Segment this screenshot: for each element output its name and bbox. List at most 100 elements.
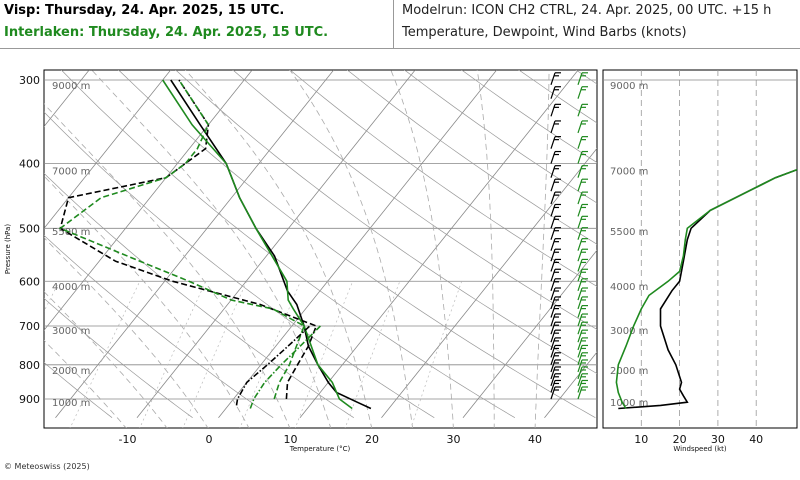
visp-wind-barb	[550, 268, 561, 282]
wind-barb-stroke	[577, 104, 583, 117]
wind-barb-stroke	[577, 313, 583, 327]
windspeed-series	[615, 168, 797, 410]
interlaken-wind-barb	[577, 379, 588, 393]
interlaken-wind-barb	[577, 305, 588, 318]
height-label-1000: 1000 m	[52, 398, 90, 409]
windspeed-axis-label: Windspeed (kt)	[673, 445, 726, 453]
model-run-info: Modelrun: ICON CH2 CTRL, 24. Apr. 2025, …	[402, 3, 772, 18]
wind-barb-stroke	[550, 345, 556, 358]
wind-barb-stroke	[577, 305, 583, 318]
interlaken-wind-barb	[577, 329, 588, 343]
visp-wind-barb	[550, 248, 561, 262]
pressure-tick: 400	[19, 158, 40, 171]
dry-adiabat-line	[44, 362, 113, 418]
wind-barb-stroke	[550, 136, 556, 149]
interlaken-wind-barb	[577, 120, 588, 134]
dry-adiabat-line	[118, 70, 596, 419]
visp-wind-barb	[550, 373, 561, 386]
visp-wind-barb	[550, 178, 561, 192]
visp-wind-barb	[550, 86, 561, 99]
windspeed-tick: 40	[749, 433, 763, 446]
visp-wind-barb	[550, 191, 561, 205]
chart-content-info: Temperature, Dewpoint, Wind Barbs (knots…	[402, 25, 687, 40]
moist-adiabat-line	[91, 70, 332, 428]
visp-wind-barb	[550, 238, 561, 251]
isotherm-line	[462, 249, 597, 418]
interlaken-wind-barb	[577, 296, 588, 310]
interlaken-wind-barb	[577, 366, 588, 380]
wind-barb-stroke	[577, 386, 583, 400]
interlaken-temperature-line	[162, 79, 353, 410]
wind-barb-stroke	[550, 329, 556, 343]
isotherm-line	[136, 70, 416, 418]
wind-barb-stroke	[577, 204, 583, 217]
wind-barb-stroke	[550, 151, 556, 164]
visp-wind-barb	[550, 215, 561, 229]
interlaken-wind-barb	[577, 313, 588, 327]
wind-barb-stroke	[577, 352, 583, 365]
wind-barb-stroke	[550, 337, 556, 351]
moist-adiabat-line	[44, 237, 209, 428]
wind-barb-stroke	[550, 120, 556, 134]
wind-barb-stroke	[550, 322, 556, 335]
skew-t-gridlines	[44, 70, 597, 428]
wind-barb-stroke	[577, 269, 583, 282]
isotherm-line	[381, 147, 597, 418]
wind-barb-stroke	[577, 216, 583, 229]
wind-barb-stroke	[550, 373, 556, 386]
interlaken-wind-barb	[577, 238, 588, 251]
temperature-tick: 0	[206, 433, 213, 446]
interlaken-wind-barb	[577, 150, 588, 164]
interlaken-wind-barb	[577, 287, 588, 301]
windspeed-height-labels: 9000 m 7000 m 5500 m 4000 m 3000 m 2000 …	[610, 81, 648, 409]
wind-barb-stroke	[577, 329, 583, 343]
temperature-axis-label: Temperature (°C)	[289, 445, 351, 453]
visp-wind-barb	[550, 258, 561, 272]
wind-barb-stroke	[550, 238, 556, 251]
visp-wind-barb	[550, 337, 561, 351]
pressure-tick: 700	[19, 320, 40, 333]
interlaken-wind-barb	[577, 215, 588, 229]
visp-wind-barb	[550, 359, 561, 373]
wind-barb-stroke	[550, 359, 556, 373]
wind-height-label-7000: 7000 m	[610, 167, 648, 178]
interlaken-wind-barb	[577, 165, 588, 178]
pressure-axis-label: Pressure (hPa)	[4, 224, 12, 274]
moist-adiabat-line	[44, 175, 250, 428]
wind-barb-stroke	[577, 373, 583, 386]
mixing-ratio-line	[344, 281, 401, 428]
visp-wind-barb	[550, 278, 561, 291]
wind-height-label-9000: 9000 m	[610, 81, 648, 92]
moist-adiabat-line	[184, 70, 373, 428]
wind-barbs	[550, 72, 588, 400]
wind-barb-stroke	[550, 313, 556, 327]
interlaken-windspeed-line	[615, 168, 797, 409]
wind-barb-stroke	[550, 259, 556, 272]
wind-barb-stroke	[550, 204, 556, 217]
dry-adiabat-line	[403, 70, 597, 204]
wind-barb-stroke	[577, 151, 583, 164]
wind-barb-stroke	[577, 337, 583, 351]
dry-adiabat-line	[175, 70, 597, 374]
interlaken-wind-barb	[577, 86, 588, 99]
wind-barb-stroke	[550, 216, 556, 229]
visp-wind-barb	[550, 321, 561, 335]
wind-barb-stroke	[550, 249, 556, 262]
wind-barb-stroke	[577, 249, 583, 262]
height-label-7000: 7000 m	[52, 167, 90, 178]
copyright-notice: © Meteoswiss (2025)	[4, 462, 90, 471]
mixing-ratio-line	[410, 281, 463, 428]
interlaken-wind-barb	[577, 386, 588, 400]
visp-wind-barb	[550, 313, 561, 327]
wind-height-label-3000: 3000 m	[610, 326, 648, 337]
station-title: Visp: Thursday, 24. Apr. 2025, 15 UTC.	[4, 3, 285, 18]
wind-barb-stroke	[577, 165, 583, 178]
dry-adiabat-line	[44, 111, 435, 418]
visp-dewpoint-line	[59, 79, 318, 400]
wind-barb-stroke	[577, 120, 583, 134]
interlaken-wind-barb	[577, 337, 588, 351]
windspeed-gridlines	[603, 70, 797, 428]
wind-barb-stroke	[577, 345, 583, 358]
windspeed-tick: 10	[634, 433, 648, 446]
temperature-axis: -10 0 10 20 30 40	[119, 433, 542, 446]
